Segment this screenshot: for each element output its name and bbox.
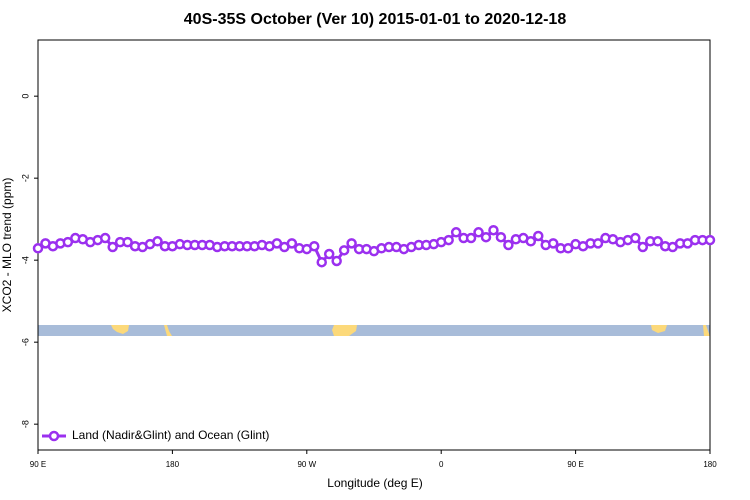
point: [309, 240, 320, 252]
ocean-band: [38, 325, 710, 336]
point: [443, 234, 454, 246]
chart-title: 40S-35S October (Ver 10) 2015-01-01 to 2…: [184, 11, 567, 28]
point: [316, 256, 327, 268]
point: [562, 243, 574, 254]
point: [473, 227, 484, 238]
point: [495, 231, 507, 243]
x-axis-label: Longitude (deg E): [327, 476, 422, 490]
point: [503, 239, 514, 251]
x-tick-label: 90 E: [567, 460, 583, 469]
y-tick-label: -2: [20, 174, 30, 182]
legend-label: Land (Nadir&Glint) and Ocean (Glint): [72, 428, 269, 442]
x-tick-label: 90 E: [30, 460, 46, 469]
legend-marker: [48, 430, 60, 442]
land: [164, 325, 172, 336]
point: [637, 241, 649, 253]
point: [62, 236, 74, 248]
point: [547, 238, 559, 249]
point: [465, 232, 477, 244]
y-tick-label: 0: [20, 94, 30, 99]
point: [99, 232, 111, 244]
point: [652, 236, 663, 247]
y-axis-label: XCO2 - MLO trend (ppm): [0, 178, 14, 313]
point: [592, 238, 604, 249]
point: [630, 232, 641, 244]
y-tick-label: -4: [20, 256, 30, 264]
point: [122, 236, 133, 248]
x-tick-label: 90 W: [297, 460, 316, 469]
point: [525, 236, 537, 247]
x-tick-label: 180: [703, 460, 717, 469]
point: [346, 238, 357, 249]
point: [323, 248, 335, 260]
point: [152, 236, 163, 247]
x-tick-label: 180: [166, 460, 180, 469]
map-strip: [38, 325, 710, 336]
x-tick-label: 0: [439, 460, 444, 469]
land: [332, 325, 357, 336]
y-tick-label: -6: [20, 338, 30, 346]
point: [704, 234, 716, 246]
point: [450, 227, 462, 238]
land: [651, 325, 667, 333]
point: [32, 243, 44, 254]
point: [331, 255, 342, 267]
y-tick-label: -8: [20, 420, 30, 428]
point: [533, 230, 544, 242]
land: [111, 325, 129, 334]
point: [338, 245, 350, 256]
land: [703, 325, 710, 336]
point: [488, 224, 499, 236]
point: [480, 231, 492, 243]
point: [107, 241, 118, 253]
point: [286, 238, 298, 249]
